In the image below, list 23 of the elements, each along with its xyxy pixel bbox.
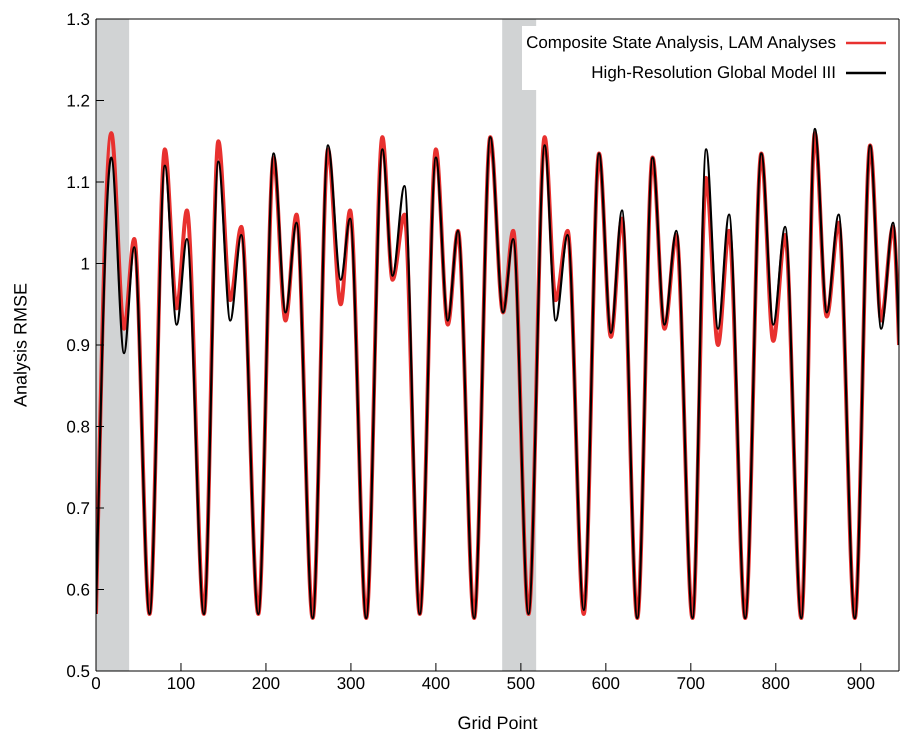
legend-label: Composite State Analysis, LAM Analyses [526, 33, 836, 53]
y-tick-label: 1 [80, 254, 90, 274]
x-axis-title: Grid Point [457, 713, 538, 733]
y-tick-label: 0.5 [66, 662, 90, 682]
x-tick-label: 200 [252, 674, 280, 694]
x-tick-label: 700 [676, 674, 705, 694]
x-tick-label: 600 [592, 674, 620, 694]
y-tick-label: 0.8 [66, 418, 90, 437]
y-tick-label: 0.7 [66, 499, 90, 518]
x-tick-label: 400 [422, 674, 450, 694]
x-tick-label: 100 [166, 674, 196, 694]
legend-label: High-Resolution Global Model III [591, 63, 836, 83]
y-tick-label: 1.3 [66, 10, 90, 30]
y-tick-label: 1.2 [66, 92, 90, 111]
x-tick-label: 900 [846, 674, 875, 694]
x-tick-label: 500 [506, 674, 536, 694]
y-tick-label: 0.6 [66, 580, 90, 600]
y-axis-title: Analysis RMSE [10, 282, 30, 408]
y-tick-label: 1.1 [66, 173, 90, 192]
x-tick-label: 300 [336, 674, 366, 694]
y-tick-label: 0.9 [66, 336, 90, 356]
x-tick-label: 0 [91, 674, 101, 694]
x-tick-label: 800 [762, 674, 790, 694]
